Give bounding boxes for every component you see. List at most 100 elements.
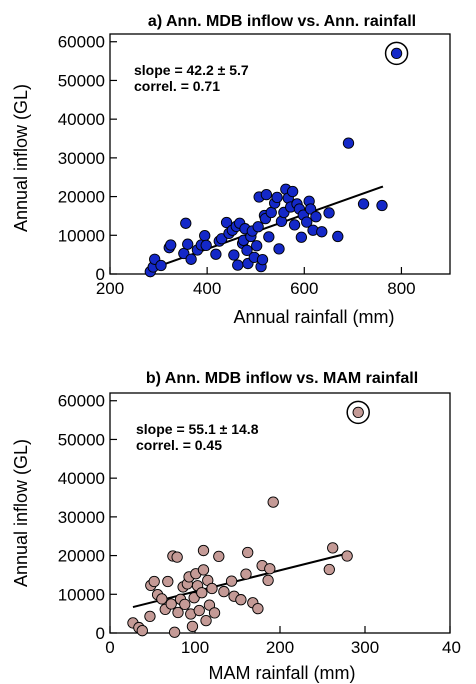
data-point <box>210 248 222 260</box>
data-point <box>352 406 364 419</box>
data-point <box>242 546 254 559</box>
data-point <box>208 607 221 619</box>
x-tick-label: 100 <box>181 638 209 657</box>
data-point <box>264 563 276 575</box>
panel-b: b) Ann. MDB inflow vs. MAM rainfall 0 100… <box>11 370 461 683</box>
data-point <box>316 226 328 238</box>
y-tick-label: 60000 <box>58 33 105 52</box>
x-tick-label: 800 <box>387 279 415 298</box>
data-point <box>323 563 335 576</box>
y-tick-label: 10000 <box>58 226 105 245</box>
panel-b-y-axis-label: Annual inflow (GL) <box>11 439 31 587</box>
x-tick-label: 600 <box>290 279 318 298</box>
data-point <box>182 238 194 250</box>
panel-b-x-axis-label: MAM rainfall (mm) <box>209 663 356 683</box>
panel-b-x-axis: 0 100 200 300 40 <box>105 626 461 657</box>
y-tick-label: 10000 <box>58 585 105 604</box>
y-tick-label: 20000 <box>58 547 105 566</box>
data-point <box>341 550 353 562</box>
x-tick-label: 40 <box>442 638 461 657</box>
y-tick-label: 30000 <box>58 149 105 168</box>
data-point <box>144 610 156 623</box>
x-tick-label: 200 <box>96 279 124 298</box>
data-point <box>193 604 205 617</box>
data-point <box>180 217 192 229</box>
data-point <box>136 625 148 637</box>
y-tick-label: 60000 <box>58 392 105 411</box>
x-tick-label: 0 <box>105 638 114 657</box>
data-point <box>267 496 279 508</box>
panel-b-points <box>127 406 364 638</box>
panel-a-circled-point-ring <box>384 41 409 66</box>
data-point <box>251 240 263 252</box>
data-point <box>197 544 210 557</box>
data-point <box>206 582 218 595</box>
y-tick-label: 20000 <box>58 188 105 207</box>
panel-b-fit-line <box>132 551 350 609</box>
panel-a-x-axis: 200 400 600 800 <box>96 267 416 298</box>
data-point <box>241 244 253 257</box>
y-tick-label: 50000 <box>58 430 105 449</box>
data-point <box>327 542 339 554</box>
data-point <box>185 253 197 265</box>
data-point <box>200 614 212 627</box>
data-point <box>295 231 308 243</box>
data-point <box>252 221 264 233</box>
data-point <box>165 239 177 251</box>
data-point <box>390 47 403 60</box>
data-point <box>323 207 335 219</box>
panel-a-points <box>144 47 403 278</box>
data-point <box>199 230 211 242</box>
y-tick-label: 40000 <box>58 110 105 129</box>
data-point <box>171 551 183 563</box>
data-point <box>203 599 216 611</box>
data-point <box>196 587 208 599</box>
y-tick-label: 0 <box>96 265 105 284</box>
data-point <box>286 185 299 198</box>
y-tick-label: 40000 <box>58 469 105 488</box>
data-point <box>310 211 322 223</box>
data-point <box>186 620 199 633</box>
data-point <box>265 206 277 219</box>
data-point <box>197 564 210 576</box>
data-point <box>342 137 355 149</box>
panel-a-title: a) Ann. MDB inflow vs. Ann. rainfall <box>148 13 416 30</box>
data-point <box>218 585 230 598</box>
x-tick-label: 300 <box>351 638 379 657</box>
data-point <box>263 231 275 243</box>
data-point <box>172 606 184 619</box>
data-point <box>376 199 388 212</box>
data-point <box>262 574 274 587</box>
data-point <box>179 598 191 611</box>
data-point <box>213 550 225 563</box>
data-point <box>301 216 313 228</box>
panel-b-circled-point-ring <box>346 400 370 425</box>
panel-a-plot-frame <box>109 33 451 275</box>
data-point <box>165 598 177 610</box>
data-point <box>200 239 212 252</box>
x-tick-label: 400 <box>193 279 221 298</box>
data-point <box>232 259 244 271</box>
data-point <box>332 230 344 243</box>
data-point <box>273 243 285 255</box>
panel-b-slope-annotation: slope = 55.1 ± 14.8 <box>136 421 259 437</box>
data-point <box>220 216 233 229</box>
data-point <box>162 575 174 588</box>
data-point <box>156 593 168 605</box>
panel-a-y-axis-label: Annual inflow (GL) <box>11 84 31 232</box>
data-point <box>304 203 317 215</box>
data-point <box>228 249 240 261</box>
panel-a: a) Ann. MDB inflow vs. Ann. rainfall 0 10… <box>11 13 451 327</box>
y-tick-label: 30000 <box>58 508 105 527</box>
data-point <box>148 575 160 588</box>
panel-a-y-axis: 0 10000 20000 30000 40000 50000 60000 <box>58 33 117 284</box>
data-point <box>168 626 181 638</box>
panel-b-title: b) Ann. MDB inflow vs. MAM rainfall <box>146 370 418 387</box>
data-point <box>235 594 247 606</box>
data-point <box>260 188 273 201</box>
panel-b-y-axis: 0 10000 20000 30000 40000 50000 60000 <box>58 392 117 643</box>
data-point <box>256 254 269 266</box>
x-tick-label: 200 <box>266 638 294 657</box>
data-point <box>240 568 252 580</box>
